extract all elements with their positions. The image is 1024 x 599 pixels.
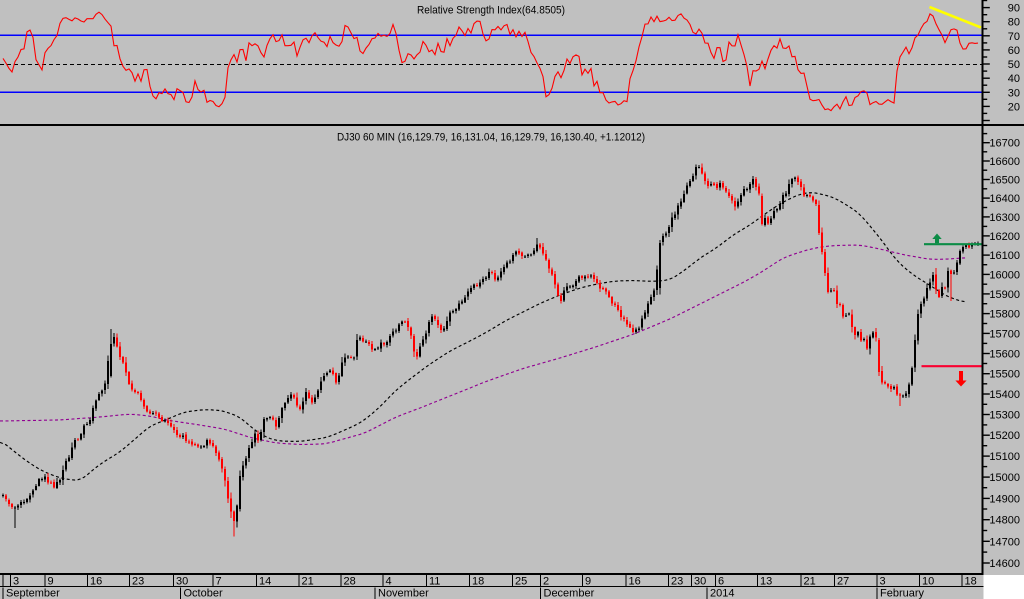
- svg-text:20: 20: [1008, 101, 1020, 113]
- svg-text:23: 23: [132, 576, 144, 588]
- svg-text:7: 7: [216, 576, 222, 588]
- svg-text:16700: 16700: [989, 138, 1020, 150]
- svg-text:16000: 16000: [989, 269, 1020, 281]
- svg-text:50: 50: [1008, 59, 1020, 71]
- svg-text:23: 23: [671, 576, 683, 588]
- svg-text:21: 21: [302, 576, 314, 588]
- svg-text:3: 3: [880, 576, 886, 588]
- svg-text:February: February: [880, 588, 925, 599]
- svg-text:15500: 15500: [989, 369, 1020, 381]
- svg-text:28: 28: [344, 576, 356, 588]
- svg-text:December: December: [544, 588, 595, 599]
- svg-text:60: 60: [1008, 45, 1020, 57]
- svg-text:15000: 15000: [989, 472, 1020, 484]
- svg-text:Relative Strength Index(64.850: Relative Strength Index(64.8505): [417, 5, 565, 17]
- svg-text:16200: 16200: [989, 231, 1020, 243]
- svg-text:16500: 16500: [989, 175, 1020, 187]
- svg-text:14600: 14600: [989, 558, 1020, 570]
- svg-text:15300: 15300: [989, 410, 1020, 422]
- svg-text:15100: 15100: [989, 451, 1020, 463]
- svg-text:15700: 15700: [989, 328, 1020, 340]
- svg-text:September: September: [6, 588, 60, 599]
- svg-text:DJ30 60 MIN (16,129.79, 16,131: DJ30 60 MIN (16,129.79, 16,131.04, 16,12…: [337, 132, 645, 144]
- svg-text:9: 9: [585, 576, 591, 588]
- svg-text:15200: 15200: [989, 430, 1020, 442]
- svg-text:90: 90: [1008, 3, 1020, 15]
- svg-text:16400: 16400: [989, 193, 1020, 205]
- svg-text:11: 11: [429, 576, 440, 588]
- svg-text:9: 9: [48, 576, 54, 588]
- svg-text:October: October: [184, 588, 223, 599]
- svg-text:27: 27: [837, 576, 849, 588]
- svg-text:16600: 16600: [989, 156, 1020, 168]
- svg-text:15600: 15600: [989, 349, 1020, 361]
- svg-text:16: 16: [90, 576, 102, 588]
- svg-text:15900: 15900: [989, 289, 1020, 301]
- svg-text:14700: 14700: [989, 536, 1020, 548]
- svg-text:30: 30: [1008, 87, 1020, 99]
- svg-text:2: 2: [543, 576, 549, 588]
- svg-text:18: 18: [965, 576, 977, 588]
- svg-text:16300: 16300: [989, 212, 1020, 224]
- svg-text:4: 4: [386, 576, 392, 588]
- svg-text:70: 70: [1008, 31, 1020, 43]
- svg-text:14: 14: [259, 576, 271, 588]
- svg-text:14900: 14900: [989, 493, 1020, 505]
- svg-text:10: 10: [922, 576, 934, 588]
- svg-text:16100: 16100: [989, 250, 1020, 262]
- svg-text:40: 40: [1008, 73, 1020, 85]
- svg-text:3: 3: [13, 576, 19, 588]
- svg-text:13: 13: [760, 576, 772, 588]
- svg-text:18: 18: [472, 576, 484, 588]
- svg-text:80: 80: [1008, 17, 1020, 29]
- svg-text:6: 6: [718, 576, 724, 588]
- svg-text:21: 21: [804, 576, 816, 588]
- svg-text:30: 30: [176, 576, 188, 588]
- svg-text:16: 16: [629, 576, 641, 588]
- svg-text:November: November: [378, 588, 429, 599]
- svg-text:25: 25: [515, 576, 527, 588]
- svg-text:15800: 15800: [989, 309, 1020, 321]
- svg-text:30: 30: [694, 576, 706, 588]
- svg-text:14800: 14800: [989, 515, 1020, 527]
- svg-text:2014: 2014: [710, 588, 734, 599]
- svg-text:15400: 15400: [989, 389, 1020, 401]
